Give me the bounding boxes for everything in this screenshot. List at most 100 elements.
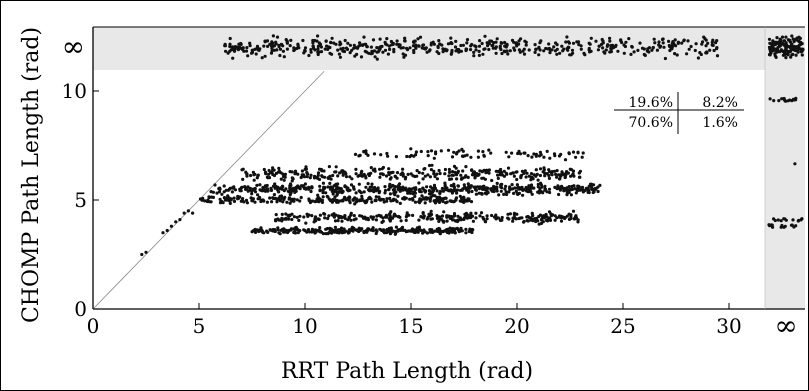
- data-point: [622, 51, 626, 55]
- data-point: [675, 53, 679, 57]
- data-point: [608, 39, 612, 43]
- data-point: [784, 35, 788, 39]
- data-point: [362, 229, 366, 234]
- data-point: [249, 196, 253, 200]
- data-point: [477, 191, 481, 195]
- data-point: [570, 48, 575, 52]
- data-point: [464, 227, 468, 231]
- data-point: [483, 187, 487, 191]
- data-point: [377, 195, 381, 199]
- data-point: [281, 172, 285, 176]
- data-point: [346, 218, 350, 222]
- data-point: [596, 48, 601, 52]
- data-point: [537, 53, 541, 57]
- data-point: [349, 213, 353, 217]
- data-point: [437, 39, 441, 43]
- data-point: [319, 45, 323, 49]
- data-point: [267, 176, 272, 180]
- data-point: [507, 190, 511, 194]
- data-point: [465, 153, 469, 157]
- data-point: [288, 170, 292, 174]
- data-point: [232, 196, 236, 200]
- data-point: [489, 151, 493, 155]
- data-point: [282, 178, 286, 182]
- data-point: [316, 47, 320, 51]
- data-point: [280, 212, 284, 216]
- data-point: [529, 172, 534, 176]
- data-point: [770, 223, 774, 227]
- data-point: [481, 52, 485, 56]
- data-point: [541, 220, 545, 224]
- data-point: [433, 194, 437, 198]
- data-point: [253, 187, 257, 191]
- data-point: [252, 178, 256, 182]
- data-point: [341, 198, 345, 202]
- data-point: [398, 201, 402, 205]
- data-point: [782, 43, 786, 47]
- data-point: [438, 227, 442, 231]
- data-point: [404, 218, 408, 222]
- data-point: [362, 215, 366, 219]
- data-point: [537, 214, 541, 219]
- data-point: [557, 177, 562, 181]
- data-point: [417, 218, 421, 222]
- data-point: [530, 192, 534, 196]
- data-point: [789, 223, 794, 227]
- data-point: [411, 213, 415, 217]
- data-point: [483, 177, 487, 181]
- data-point: [453, 227, 457, 231]
- data-point: [354, 217, 358, 221]
- data-point: [442, 197, 446, 201]
- data-point: [388, 219, 392, 223]
- data-point: [352, 43, 356, 47]
- data-point: [268, 228, 272, 232]
- data-point: [338, 43, 342, 47]
- data-point: [429, 195, 433, 199]
- data-point: [430, 217, 434, 221]
- data-point: [553, 154, 557, 158]
- data-point: [346, 196, 350, 200]
- data-point: [453, 45, 458, 49]
- data-point: [471, 171, 475, 175]
- data-point: [462, 183, 466, 187]
- data-point: [419, 149, 423, 154]
- y-tick-label: 10: [62, 79, 87, 103]
- data-point: [702, 35, 706, 39]
- data-point: [775, 36, 779, 40]
- data-point: [270, 49, 274, 53]
- data-point: [535, 172, 539, 176]
- data-point: [348, 201, 352, 205]
- data-point: [259, 199, 263, 203]
- data-point: [374, 198, 378, 202]
- data-point: [446, 148, 451, 152]
- data-point: [494, 51, 498, 55]
- data-point: [280, 187, 284, 191]
- data-point: [568, 53, 572, 57]
- data-point: [455, 177, 459, 181]
- data-point: [790, 34, 794, 38]
- data-point: [474, 192, 478, 196]
- data-point: [534, 154, 538, 158]
- data-point: [373, 55, 377, 59]
- data-point: [643, 53, 647, 58]
- data-point: [532, 152, 536, 156]
- data-point: [309, 173, 313, 177]
- data-point: [285, 39, 289, 43]
- data-point: [253, 230, 258, 234]
- data-point: [480, 41, 484, 46]
- data-point: [363, 201, 368, 205]
- data-point: [279, 177, 283, 181]
- data-point: [561, 49, 565, 53]
- data-point: [550, 170, 554, 174]
- data-point: [772, 99, 776, 103]
- data-point: [560, 215, 564, 219]
- data-point: [379, 172, 383, 176]
- data-point: [483, 219, 487, 224]
- data-point: [271, 41, 275, 45]
- data-point: [458, 188, 463, 192]
- data-point: [327, 165, 331, 169]
- data-point: [778, 37, 782, 41]
- data-point: [263, 189, 268, 193]
- data-point: [417, 44, 421, 48]
- y-infinity-label: ∞: [62, 30, 85, 63]
